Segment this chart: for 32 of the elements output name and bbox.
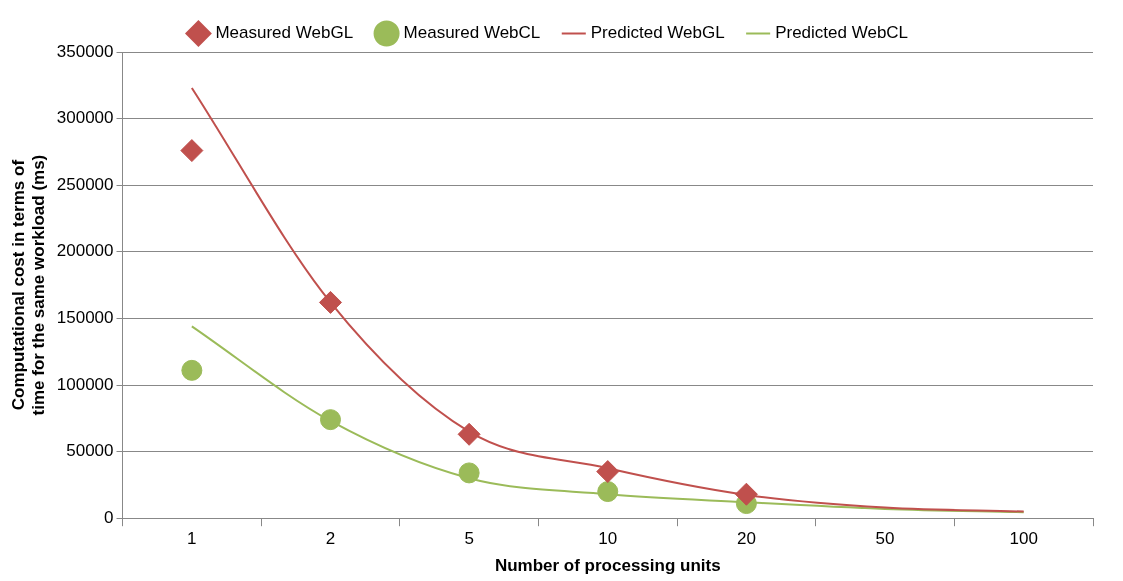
y-tick-label: 50000 [66,441,114,461]
point [457,422,481,446]
y-tick-label: 350000 [56,41,114,61]
y-tick-label: 150000 [56,308,114,328]
point [734,482,758,506]
line-series [190,325,1025,514]
y-tick-label: 250000 [56,174,114,194]
point [458,462,480,484]
point [180,139,204,163]
y-tick-label: 200000 [56,241,114,261]
legend-label: Measured WebCL [403,23,541,43]
point [597,481,619,503]
x-tick-label: 20 [736,529,756,549]
x-tick-label: 10 [598,529,618,549]
point [319,409,341,431]
y-tick-label: 0 [104,507,114,527]
point [181,359,203,381]
x-tick-label: 2 [325,529,336,549]
legend-label: Predicted WebGL [590,23,725,43]
x-axis-title: Number of processing units [494,556,721,576]
x-tick-label: 100 [1009,529,1038,549]
x-tick-label: 50 [875,529,895,549]
point [318,290,342,314]
y-tick-label: 100000 [56,374,114,394]
legend-label: Predicted WebCL [775,23,909,43]
y-axis-title: Computational cost in terms of time for the same workload (ms) [8,154,49,416]
y-tick-label: 300000 [56,108,114,128]
point [596,460,620,484]
line-series [190,86,1025,513]
x-tick-label: 1 [187,529,197,549]
x-tick-label: 5 [464,529,474,549]
legend-label: Measured WebGL [215,23,354,43]
